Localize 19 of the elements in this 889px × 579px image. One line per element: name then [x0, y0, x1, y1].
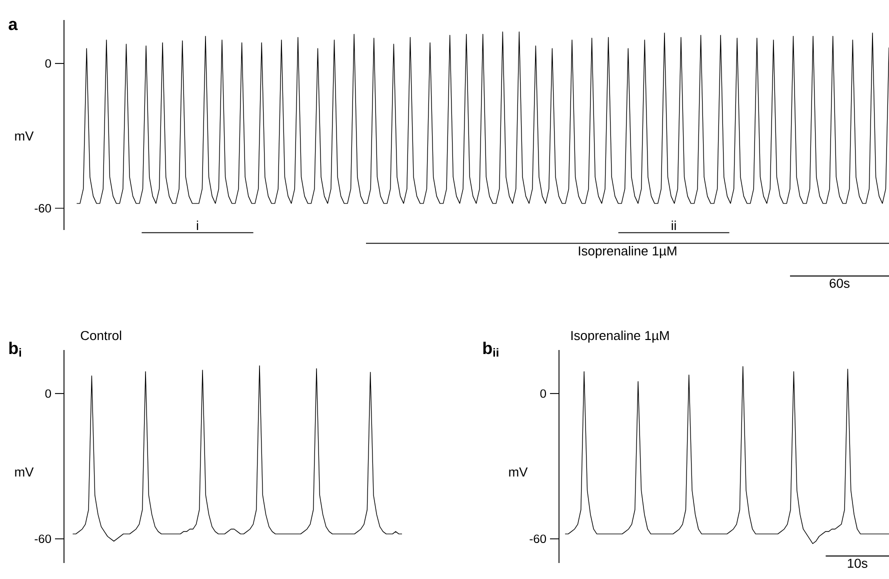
y-tick-label: -60 [34, 534, 52, 544]
y-axis-title: mV [15, 132, 34, 140]
y-axis-title: mV [509, 468, 528, 476]
y-tick-label: -60 [34, 204, 52, 212]
y-tick-label: 0 [540, 389, 546, 398]
text: Isoprenaline 1µM [578, 246, 676, 258]
annotation: 10s [848, 558, 868, 568]
y-tick-label: 0 [45, 389, 52, 398]
chart-title: a [8, 20, 18, 30]
text: 60s [830, 278, 850, 288]
chart-subtitle: Control [80, 330, 122, 340]
chart-title: b$_{ii}$ [483, 342, 498, 357]
y-tick-label: 0 [45, 59, 52, 68]
annotation: ii [672, 220, 676, 230]
y-tick-label: -60 [530, 534, 546, 544]
y-axis-title: mV [15, 468, 34, 476]
chart-subtitle: Isoprenaline 1µM [571, 330, 669, 343]
chart-title: b$_{i}$ [9, 342, 21, 357]
annotation: i [196, 220, 198, 230]
